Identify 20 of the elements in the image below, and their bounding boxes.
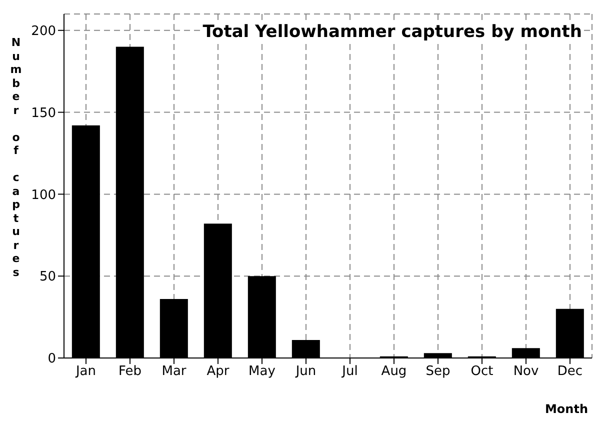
x-axis-title: Month — [544, 402, 588, 416]
y-tick-label: 0 — [48, 352, 56, 367]
x-tick-label: Jun — [294, 364, 316, 380]
y-tick-label: 100 — [31, 188, 56, 203]
x-tick-label: Jul — [341, 364, 358, 380]
y-tick-label: 150 — [31, 106, 56, 121]
x-tick-label: Apr — [206, 364, 230, 380]
x-tick-label: Feb — [118, 364, 142, 380]
text: Total Yellowhammer captures by month — [200, 22, 584, 42]
x-tick-label: May — [248, 364, 276, 380]
x-tick-label: Sep — [426, 364, 450, 380]
x-tick-label: Aug — [381, 364, 407, 380]
y-tick-label: 50 — [39, 270, 56, 285]
x-tick-label: Nov — [513, 364, 539, 380]
x-tick-label: Jan — [74, 364, 96, 380]
x-tick-label: Mar — [162, 364, 187, 380]
text: Number of captures — [10, 36, 22, 278]
x-tick-label: Oct — [470, 364, 494, 380]
y-tick-label: 200 — [31, 24, 56, 39]
x-tick-label: Dec — [557, 364, 583, 380]
